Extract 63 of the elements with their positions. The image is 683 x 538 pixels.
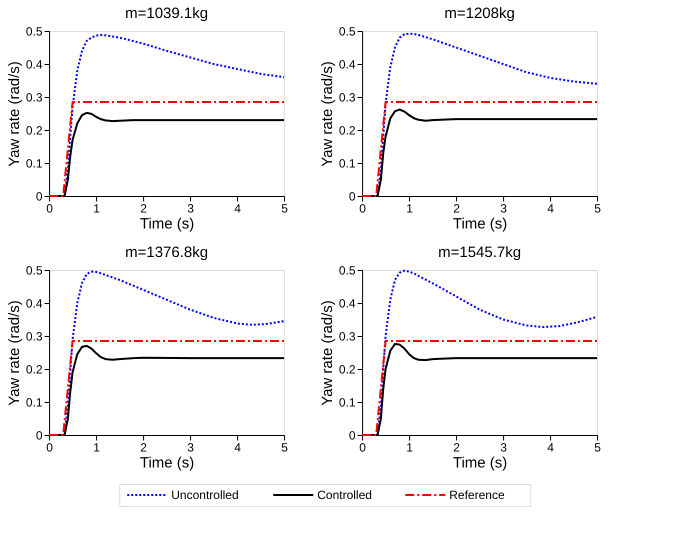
y-tick-label: 0	[36, 190, 43, 204]
x-tick-label: 1	[406, 440, 414, 454]
x-tick-label: 0	[359, 440, 366, 454]
y-tick-label: 0.2	[338, 124, 356, 138]
y-axis-title: Yaw rate (rad/s)	[318, 61, 336, 167]
y-tick-label: 0.1	[338, 156, 356, 170]
legend-label: Controlled	[317, 488, 372, 502]
x-tick-label: 5	[281, 202, 288, 216]
legend-label: Reference	[449, 488, 505, 502]
y-axis-title: Yaw rate (rad/s)	[318, 300, 336, 406]
y-tick-label: 0.5	[338, 264, 356, 278]
x-tick-label: 4	[547, 440, 554, 454]
y-tick-label: 0.4	[26, 296, 43, 310]
x-tick-label: 3	[500, 202, 508, 216]
y-tick-label: 0.2	[26, 362, 43, 376]
x-tick-label: 1	[93, 440, 100, 454]
x-tick-label: 2	[140, 202, 148, 216]
x-axis-title: Time (s)	[140, 454, 194, 472]
y-tick-label: 0	[348, 190, 356, 204]
y-tick-label: 0.3	[338, 90, 356, 104]
x-tick-label: 5	[594, 440, 602, 454]
x-tick-label: 3	[500, 440, 508, 454]
x-tick-label: 1	[93, 202, 100, 216]
x-tick-label: 2	[453, 440, 460, 454]
y-tick-label: 0	[36, 428, 43, 442]
y-tick-label: 0.3	[26, 330, 43, 344]
y-tick-label: 0.4	[26, 58, 43, 72]
legend-label: Uncontrolled	[171, 488, 239, 502]
y-tick-label: 0.1	[26, 156, 43, 170]
x-tick-label: 1	[406, 202, 414, 216]
y-tick-label: 0.5	[338, 24, 356, 38]
x-tick-label: 3	[187, 202, 194, 216]
y-tick-label: 0.4	[338, 58, 356, 72]
y-tick-label: 0.2	[338, 362, 356, 376]
chart-title: m=1545.7kg	[438, 244, 522, 261]
y-tick-label: 0.3	[338, 330, 356, 344]
x-tick-label: 2	[453, 202, 460, 216]
x-tick-label: 0	[359, 202, 366, 216]
y-tick-label: 0.1	[26, 396, 43, 410]
chart-title: m=1208kg	[444, 5, 515, 22]
y-tick-label: 0.2	[26, 124, 43, 138]
x-tick-label: 2	[140, 440, 148, 454]
chart-title: m=1376.8kg	[125, 244, 208, 261]
x-axis-title: Time (s)	[140, 216, 194, 232]
y-axis-title: Yaw rate (rad/s)	[6, 300, 23, 406]
chart-title: m=1039.1kg	[125, 5, 208, 22]
x-tick-label: 0	[46, 440, 54, 454]
y-axis-title: Yaw rate (rad/s)	[6, 61, 23, 167]
y-tick-label: 0.3	[26, 90, 43, 104]
y-tick-label: 0.5	[26, 24, 43, 38]
x-axis-title: Time (s)	[452, 454, 508, 472]
x-tick-label: 3	[187, 440, 194, 454]
x-axis-title: Time (s)	[452, 216, 508, 232]
y-tick-label: 0.5	[26, 264, 43, 278]
y-tick-label: 0.1	[338, 396, 356, 410]
y-tick-label: 0	[348, 428, 356, 442]
x-tick-label: 5	[594, 202, 602, 216]
x-tick-label: 5	[281, 440, 288, 454]
x-tick-label: 4	[547, 202, 554, 216]
y-tick-label: 0.4	[338, 296, 356, 310]
x-tick-label: 4	[234, 202, 242, 216]
x-tick-label: 0	[46, 202, 54, 216]
x-tick-label: 4	[234, 440, 242, 454]
